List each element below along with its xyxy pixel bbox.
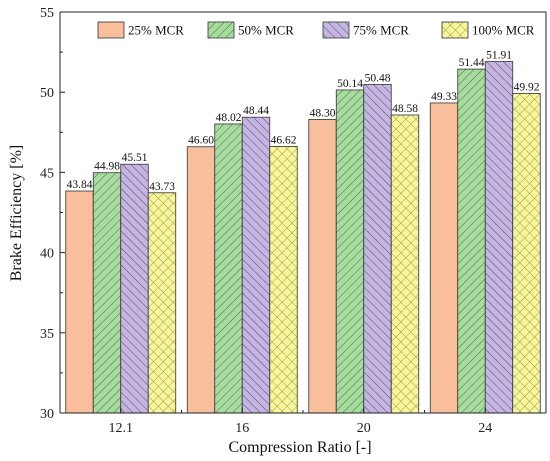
y-tick-label: 40	[40, 247, 54, 262]
data-label: 44.98	[94, 161, 120, 173]
y-tick-label: 55	[40, 6, 54, 21]
legend-label: 75% MCR	[353, 23, 409, 38]
data-label: 50.14	[337, 78, 363, 90]
x-axis-title: Compression Ratio [-]	[228, 439, 371, 456]
data-label: 48.58	[392, 103, 418, 115]
bar-50-mcr-12-1	[92, 172, 122, 414]
x-tick-label: 20	[357, 421, 371, 436]
legend-item: 25% MCR	[97, 21, 184, 39]
data-label: 49.33	[431, 91, 457, 103]
legend-label: 50% MCR	[238, 23, 294, 38]
bar-75-mcr-24	[484, 61, 514, 414]
legend-swatch	[97, 21, 125, 39]
data-label: 49.92	[514, 81, 540, 93]
data-label: 43.73	[149, 181, 175, 193]
y-tick-label: 45	[40, 166, 54, 181]
bar-100-mcr-20	[390, 114, 420, 414]
bar-100-mcr-24	[512, 93, 541, 414]
data-label: 46.62	[271, 134, 297, 146]
y-tick-label: 50	[40, 86, 54, 101]
legend-swatch	[207, 21, 235, 39]
bar-50-mcr-16	[214, 123, 243, 414]
x-tick-label: 12.1	[109, 421, 134, 436]
data-label: 48.30	[310, 107, 336, 119]
legend-swatch	[322, 21, 350, 39]
x-tick-label: 16	[235, 421, 249, 436]
legend-label: 25% MCR	[128, 23, 184, 38]
bar-25-mcr-24	[429, 102, 459, 414]
bar-100-mcr-16	[269, 146, 298, 414]
data-label: 45.51	[122, 152, 148, 164]
bar-50-mcr-20	[335, 89, 365, 414]
data-label: 43.84	[67, 179, 93, 191]
bar-75-mcr-16	[241, 116, 271, 414]
y-tick-label: 35	[40, 327, 54, 342]
legend: 25% MCR 50% MCR 75% MCR 100% MCR	[97, 21, 535, 39]
bar-25-mcr-16	[186, 146, 216, 414]
y-tick-label: 30	[40, 407, 54, 422]
bar-50-mcr-24	[457, 68, 486, 414]
bar-25-mcr-12-1	[65, 190, 94, 414]
data-label: 48.02	[216, 112, 242, 124]
data-label: 50.48	[365, 73, 391, 85]
data-label: 46.60	[188, 135, 214, 147]
legend-item: 75% MCR	[322, 21, 409, 39]
bar-100-mcr-12-1	[147, 192, 177, 414]
data-label: 48.44	[243, 105, 269, 117]
data-label: 51.91	[486, 50, 512, 62]
legend-item: 100% MCR	[441, 21, 535, 39]
legend-item: 50% MCR	[207, 21, 294, 39]
bar-75-mcr-12-1	[120, 163, 149, 414]
bar-25-mcr-20	[308, 119, 337, 414]
data-label: 51.44	[459, 57, 485, 69]
legend-label: 100% MCR	[472, 23, 535, 38]
legend-swatch	[441, 21, 469, 39]
x-tick-label: 24	[478, 421, 492, 436]
bar-75-mcr-20	[363, 84, 392, 414]
y-axis-title: Brake Efficiency [%]	[8, 145, 25, 282]
